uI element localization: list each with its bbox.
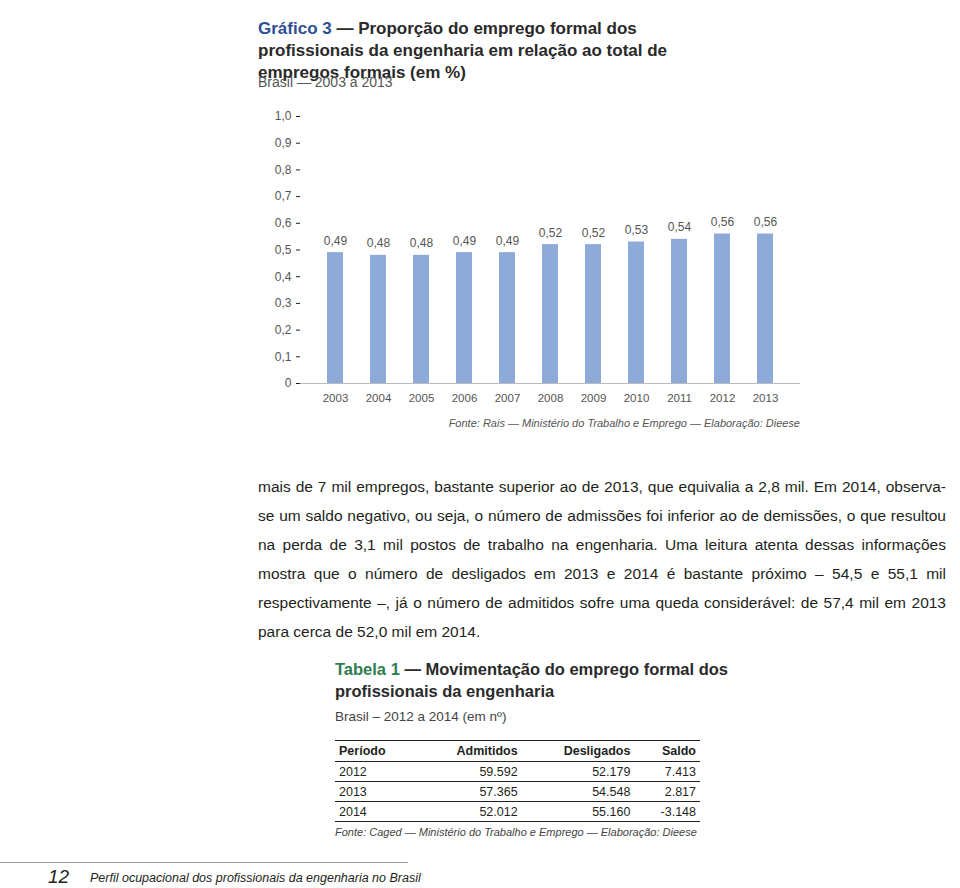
svg-text:2005: 2005 — [409, 392, 435, 404]
svg-text:0,48: 0,48 — [410, 236, 434, 250]
html-text:Admitidos: Admitidos — [456, 744, 518, 758]
svg-text:2003: 2003 — [323, 392, 349, 404]
html-text:Saldo: Saldo — [662, 744, 696, 758]
svg-text:2010: 2010 — [624, 392, 650, 404]
html-text:Brasil – 2012 a 2014 (em nº): Brasil – 2012 a 2014 (em nº) — [335, 709, 507, 724]
svg-text:2009: 2009 — [581, 392, 607, 404]
html-text:2.817: 2.817 — [664, 784, 696, 799]
html-text:52.012: 52.012 — [479, 804, 518, 819]
html-text:2013: 2013 — [339, 784, 367, 799]
svg-text:0,54: 0,54 — [668, 220, 692, 234]
svg-text:2012: 2012 — [710, 392, 736, 404]
html-text:55.160: 55.160 — [592, 804, 631, 819]
html-text:Perfil ocupacional dos profiss: Perfil ocupacional dos profissionais da … — [90, 871, 421, 885]
svg-text:0,8: 0,8 — [275, 163, 292, 177]
svg-text:2007: 2007 — [495, 392, 521, 404]
html-text:2014: 2014 — [339, 804, 367, 819]
html-text:59.592: 59.592 — [479, 764, 518, 779]
html-text:12: 12 — [48, 866, 70, 887]
html-text:-3.148: -3.148 — [660, 804, 696, 819]
svg-text:2006: 2006 — [452, 392, 478, 404]
svg-text:0,1: 0,1 — [275, 350, 292, 364]
html-text:Tabela 1 — Movimentação do emp: Tabela 1 — Movimentação do emprego forma… — [335, 660, 728, 700]
html-text:7.413: 7.413 — [664, 764, 696, 779]
svg-text:0,3: 0,3 — [275, 296, 292, 310]
svg-text:2013: 2013 — [753, 392, 779, 404]
svg-text:0: 0 — [285, 376, 292, 390]
html-text:54.548: 54.548 — [592, 784, 631, 799]
html-text:Brasil — 2003 a 2013: Brasil — 2003 a 2013 — [258, 74, 393, 90]
svg-text:0,5: 0,5 — [275, 243, 292, 257]
svg-text:0,48: 0,48 — [367, 236, 391, 250]
svg-text:0,9: 0,9 — [275, 136, 292, 150]
svg-text:2011: 2011 — [667, 392, 692, 404]
html-text:Fonte: Rais — Ministério do Tr: Fonte: Rais — Ministério do Trabalho e E… — [448, 417, 800, 429]
svg-text:0,56: 0,56 — [711, 215, 735, 229]
svg-text:0,49: 0,49 — [496, 234, 520, 248]
html-text:2012: 2012 — [339, 764, 367, 779]
svg-text:0,56: 0,56 — [754, 215, 778, 229]
svg-text:0,52: 0,52 — [539, 226, 563, 240]
svg-text:0,6: 0,6 — [275, 216, 292, 230]
svg-text:0,49: 0,49 — [324, 234, 348, 248]
svg-text:0,53: 0,53 — [625, 223, 649, 237]
svg-text:1,0: 1,0 — [275, 109, 292, 123]
html-text:57.365: 57.365 — [479, 784, 518, 799]
html-text:mais de 7 mil empregos, bastan: mais de 7 mil empregos, bastante superio… — [258, 478, 946, 640]
svg-text:2008: 2008 — [538, 392, 564, 404]
svg-text:2004: 2004 — [366, 392, 392, 404]
html-text:Período: Período — [339, 744, 386, 758]
svg-text:0,52: 0,52 — [582, 226, 606, 240]
svg-text:0,7: 0,7 — [275, 189, 292, 203]
html-text:Gráfico 3 — Proporção do empre: Gráfico 3 — Proporção do emprego formal … — [258, 19, 668, 82]
html-text:52.179: 52.179 — [592, 764, 631, 779]
svg-text:0,2: 0,2 — [275, 323, 292, 337]
html-text:Desligados: Desligados — [563, 744, 631, 758]
svg-text:0,49: 0,49 — [453, 234, 477, 248]
html-text:Fonte: Caged — Ministério do T: Fonte: Caged — Ministério do Trabalho e … — [335, 826, 697, 838]
svg-text:0,4: 0,4 — [275, 270, 292, 284]
